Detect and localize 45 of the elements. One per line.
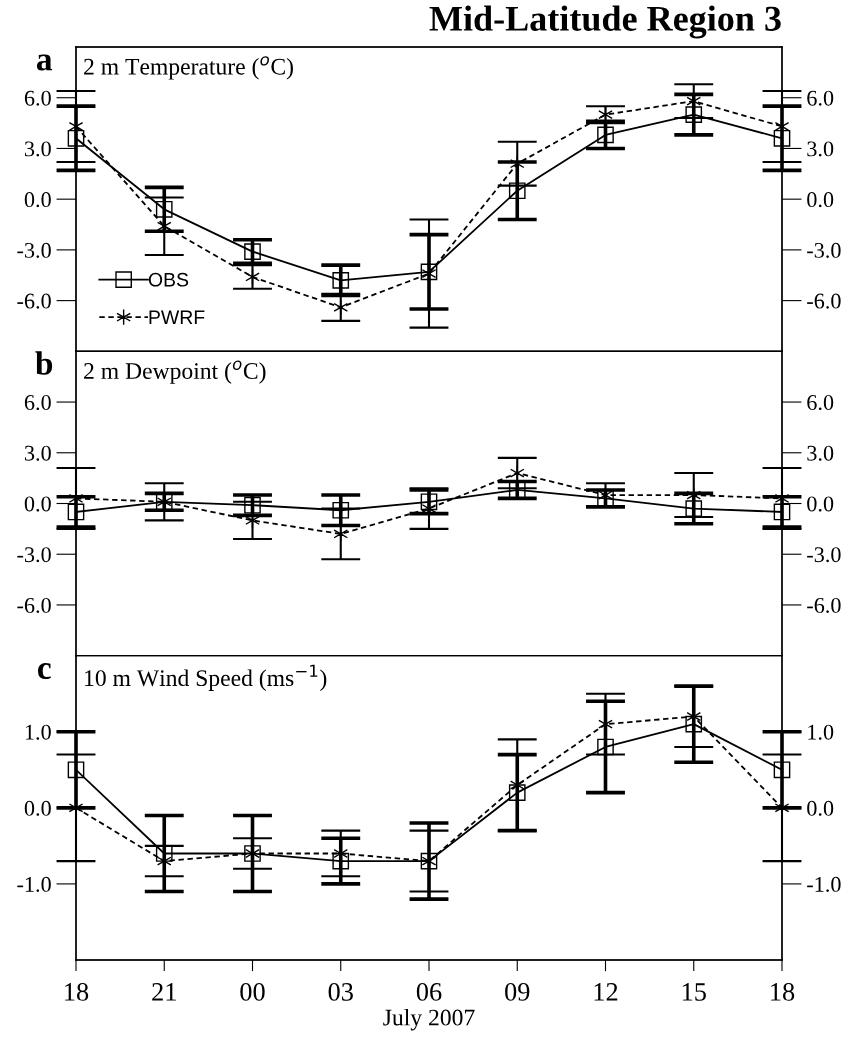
- x-tick-label: 21: [152, 983, 176, 1001]
- y-tick-label: 0.0: [24, 800, 51, 816]
- text: c: [37, 663, 51, 680]
- y2-tick-label: -1.0: [807, 876, 841, 892]
- y2-tick-label: -3.0: [807, 242, 841, 258]
- text: Mid-Latitude Region 3: [429, 5, 781, 39]
- text: b: [35, 351, 53, 375]
- y2-tick-label: 1.0: [808, 724, 834, 740]
- x-tick-label: 12: [594, 983, 618, 1001]
- x-tick-label: 00: [240, 982, 265, 1001]
- y-tick-label: 3.0: [24, 141, 51, 157]
- y2-tick-label: -6.0: [807, 597, 841, 613]
- y-tick-label: -3.0: [17, 547, 51, 563]
- chart-title: 10 m Wind Speed (ms$^{−1}$): [85, 664, 327, 691]
- y2-tick-label: 0.0: [807, 496, 834, 512]
- x-axis-title: July 2007: [383, 1008, 475, 1031]
- y2-tick-label: 6.0: [807, 90, 834, 106]
- text: a: [36, 54, 53, 71]
- y2-tick-label: 6.0: [807, 394, 834, 411]
- chart-title: 2 m Dewpoint ($^{o}$C): [84, 360, 266, 384]
- y2-tick-label: 3.0: [807, 141, 834, 157]
- y-tick-label: -1.0: [17, 876, 51, 892]
- chart-title: 2 m Temperature ($^{o}$C): [84, 56, 293, 80]
- legend-label: PWRF: [149, 310, 205, 324]
- legend-label: OBS: [148, 272, 189, 287]
- y-tick-label: -6.0: [17, 597, 51, 613]
- y2-tick-label: 0.0: [807, 800, 834, 816]
- y2-tick-label: 3.0: [807, 445, 834, 461]
- y-tick-label: 0.0: [24, 192, 51, 208]
- y2-tick-label: -3.0: [807, 547, 841, 563]
- x-tick-label: 18: [771, 982, 795, 1001]
- y2-tick-label: -6.0: [807, 293, 841, 309]
- x-tick-label: 15: [682, 983, 706, 1001]
- x-tick-label: 09: [505, 982, 530, 1001]
- y-tick-label: 1.0: [25, 724, 51, 740]
- y-tick-label: -6.0: [17, 293, 51, 309]
- y-tick-label: 6.0: [24, 394, 51, 411]
- y-tick-label: -3.0: [17, 242, 51, 258]
- y2-tick-label: 0.0: [807, 192, 834, 208]
- y-tick-label: 6.0: [24, 90, 51, 106]
- y-tick-label: 3.0: [24, 445, 51, 461]
- y-tick-label: 0.0: [24, 496, 51, 512]
- x-tick-label: 06: [416, 982, 442, 1001]
- x-tick-label: 03: [328, 982, 353, 1001]
- x-tick-label: 18: [65, 982, 89, 1001]
